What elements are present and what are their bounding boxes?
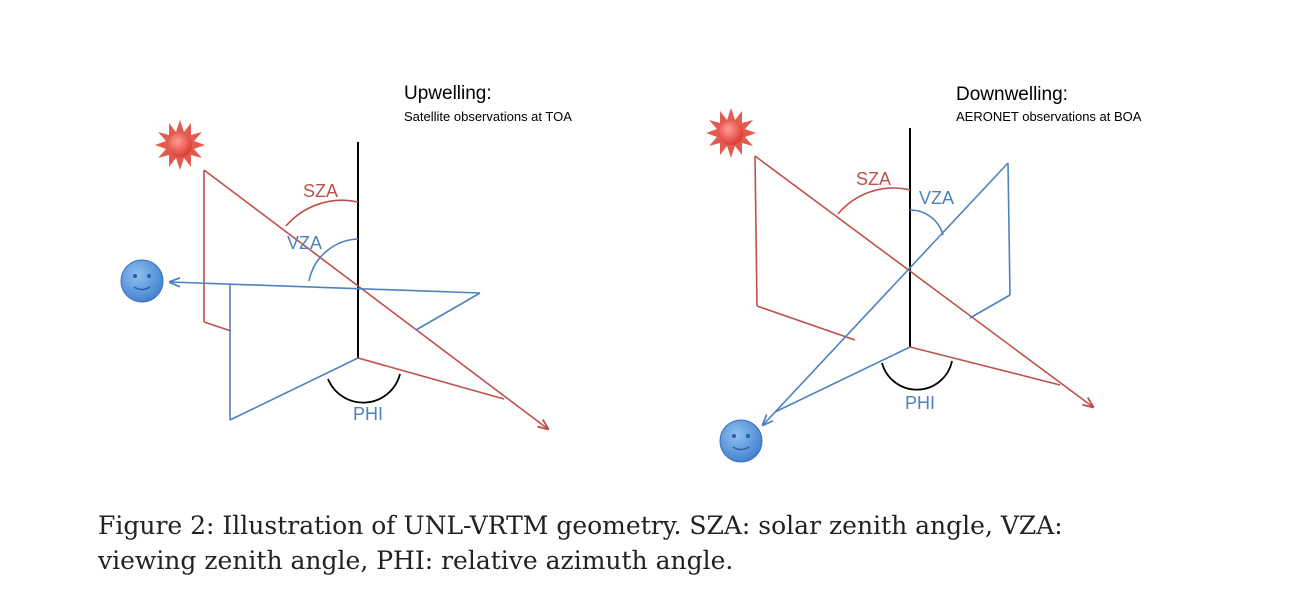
sza-label: SZA bbox=[856, 169, 891, 189]
vza-label: VZA bbox=[919, 188, 954, 208]
sun-icon bbox=[706, 108, 756, 158]
observer-icon bbox=[120, 259, 164, 303]
upwelling-title: Upwelling: bbox=[404, 83, 492, 104]
sun-icon bbox=[155, 120, 205, 170]
upwelling-subtitle: Satellite observations at TOA bbox=[404, 109, 572, 124]
downwelling-panel: Downwelling: AERONET observations at BOA bbox=[706, 84, 1142, 463]
solar-path bbox=[203, 169, 548, 429]
caption-line-2: viewing zenith angle, PHI: relative azim… bbox=[98, 546, 734, 575]
downwelling-title: Downwelling: bbox=[956, 84, 1068, 105]
solar-path bbox=[754, 155, 1093, 407]
viewing-path bbox=[763, 162, 1011, 425]
viewing-path bbox=[170, 238, 481, 421]
phi-arc bbox=[881, 360, 953, 391]
observer-icon bbox=[719, 419, 763, 463]
vza-label: VZA bbox=[287, 233, 322, 253]
figure-caption: Figure 2: Illustration of UNL-VRTM geome… bbox=[98, 508, 1218, 578]
geometry-figure: Upwelling: Satellite observations at TOA bbox=[120, 83, 1142, 463]
caption-line-1: Figure 2: Illustration of UNL-VRTM geome… bbox=[98, 511, 1063, 540]
phi-label: PHI bbox=[353, 404, 383, 424]
phi-label: PHI bbox=[905, 393, 935, 413]
phi-arc bbox=[327, 373, 401, 404]
downwelling-subtitle: AERONET observations at BOA bbox=[956, 109, 1142, 124]
upwelling-panel: Upwelling: Satellite observations at TOA bbox=[120, 83, 572, 429]
sza-label: SZA bbox=[303, 181, 338, 201]
